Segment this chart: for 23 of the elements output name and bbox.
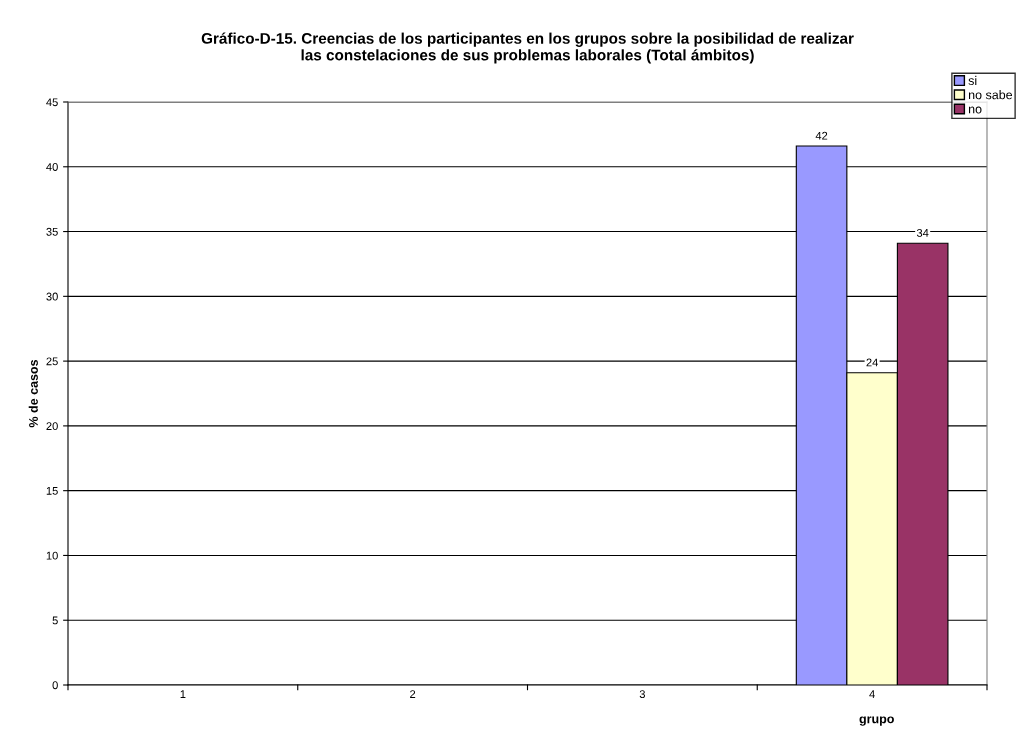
x-tick-label: 2 [410,690,416,698]
legend-label: no sabe [968,90,1013,100]
y-tick-label: 30 [46,292,58,301]
legend-label: no [968,106,982,114]
chart-title: Gráfico-D-15. Creencias de los participantes en los grupos sobre la posibilidad de realizar las constelaciones de sus problemas laborales (Total ámbitos) [201,32,854,64]
x-tick-label: 3 [639,690,645,699]
x-axis-title: grupo [859,716,894,726]
y-axis-title: % de casos [28,359,38,428]
y-tick-label: 35 [46,227,58,236]
x-tick-label: 1 [180,690,186,698]
data-label: 42 [815,131,828,140]
y-tick-label: 5 [52,616,58,625]
legend-label: si [968,75,977,86]
y-tick-label: 15 [46,487,58,495]
y-tick-label: 10 [46,551,58,560]
y-tick-label: 25 [46,357,58,366]
y-tick-label: 45 [46,98,58,107]
data-label: 34 [916,228,929,237]
y-tick-label: 0 [52,681,58,690]
y-tick-label: 20 [46,422,58,431]
x-tick-label: 4 [869,690,875,698]
data-label: 24 [866,358,878,367]
y-tick-label: 40 [46,163,58,171]
